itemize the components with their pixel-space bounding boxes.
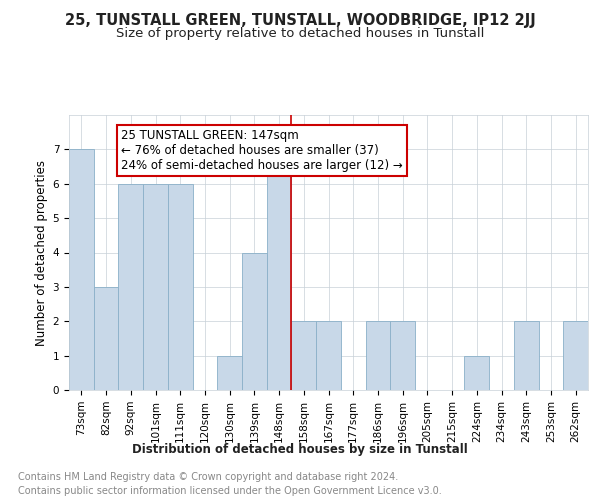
Bar: [69, 150, 94, 390]
Bar: [563, 322, 588, 390]
Bar: [464, 356, 489, 390]
Bar: [390, 322, 415, 390]
Bar: [267, 150, 292, 390]
Bar: [118, 184, 143, 390]
Bar: [365, 322, 390, 390]
Y-axis label: Number of detached properties: Number of detached properties: [35, 160, 49, 346]
Bar: [217, 356, 242, 390]
Bar: [292, 322, 316, 390]
Bar: [316, 322, 341, 390]
Text: 25, TUNSTALL GREEN, TUNSTALL, WOODBRIDGE, IP12 2JJ: 25, TUNSTALL GREEN, TUNSTALL, WOODBRIDGE…: [65, 12, 535, 28]
Text: Contains public sector information licensed under the Open Government Licence v3: Contains public sector information licen…: [18, 486, 442, 496]
Text: Distribution of detached houses by size in Tunstall: Distribution of detached houses by size …: [132, 442, 468, 456]
Text: Size of property relative to detached houses in Tunstall: Size of property relative to detached ho…: [116, 28, 484, 40]
Bar: [94, 287, 118, 390]
Text: 25 TUNSTALL GREEN: 147sqm
← 76% of detached houses are smaller (37)
24% of semi-: 25 TUNSTALL GREEN: 147sqm ← 76% of detac…: [121, 128, 403, 172]
Bar: [168, 184, 193, 390]
Text: Contains HM Land Registry data © Crown copyright and database right 2024.: Contains HM Land Registry data © Crown c…: [18, 472, 398, 482]
Bar: [242, 252, 267, 390]
Bar: [143, 184, 168, 390]
Bar: [514, 322, 539, 390]
